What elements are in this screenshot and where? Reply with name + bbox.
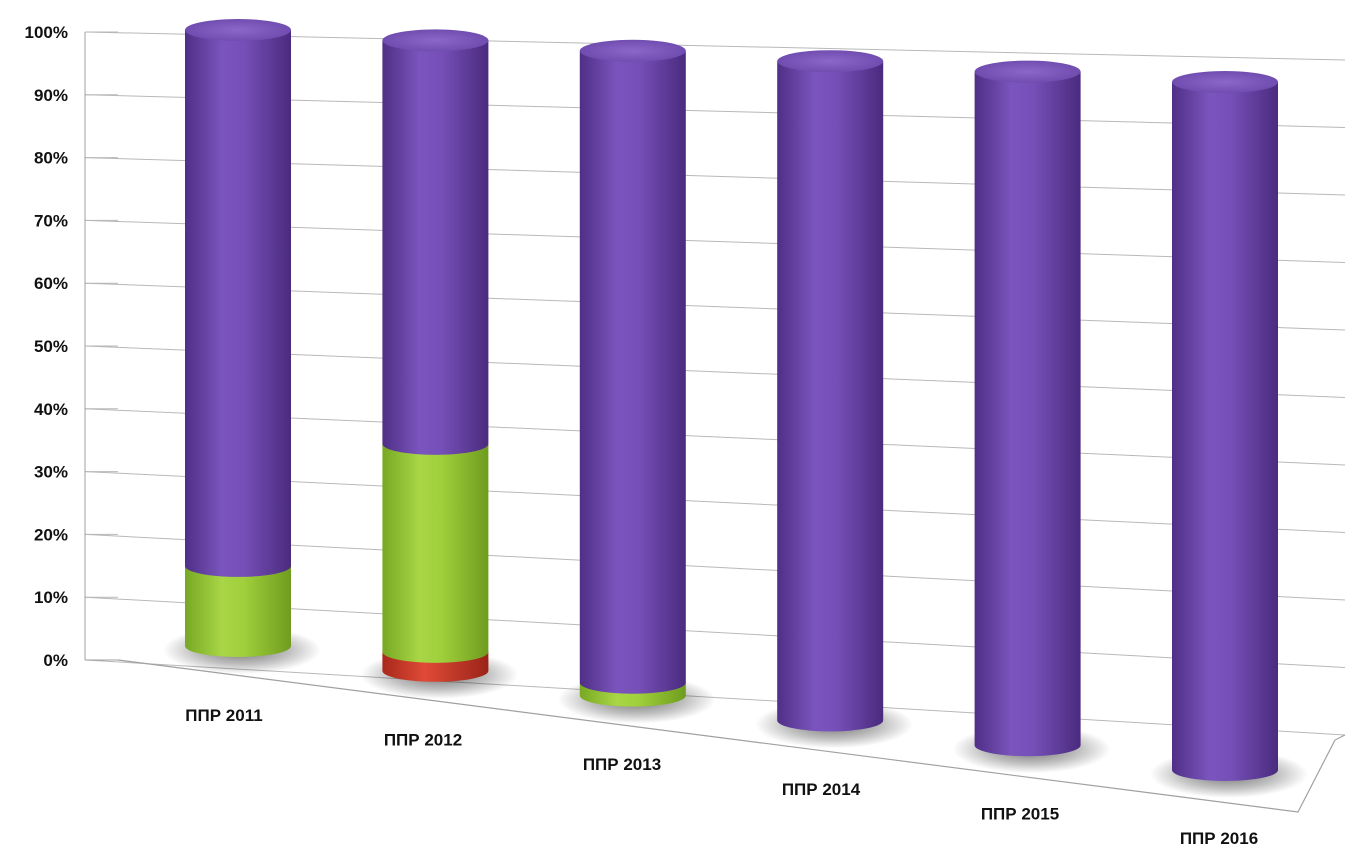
y-tick-label: 50%: [34, 337, 68, 356]
gridline: [84, 345, 1346, 398]
x-category-label: ППР 2011: [185, 706, 262, 725]
bar-segment: [382, 40, 489, 455]
y-tick-label: 80%: [34, 149, 68, 168]
bar-top-cap: [1172, 71, 1278, 93]
floor-edge: [117, 659, 1336, 813]
gridlines: [84, 31, 1346, 736]
gridline: [84, 282, 1346, 331]
bars: [163, 19, 1308, 798]
x-category-label: ППР 2015: [981, 804, 1059, 823]
gridline: [84, 471, 1346, 533]
bar-segment: [579, 50, 686, 694]
bar-segment: [974, 71, 1081, 757]
bar-segment: [382, 443, 489, 663]
bar-top-cap: [974, 60, 1081, 83]
gridline: [84, 31, 1346, 61]
bar-top-cap: [185, 19, 291, 41]
y-tick-label: 30%: [34, 463, 68, 482]
y-tick-label: 20%: [34, 525, 68, 544]
y-tick-label: 10%: [34, 588, 68, 607]
y-tick-label: 40%: [34, 400, 68, 419]
gridline: [84, 219, 1346, 263]
gridline: [84, 157, 1346, 196]
gridline: [84, 94, 1346, 128]
x-category-label: ППР 2016: [1180, 829, 1258, 848]
x-axis-category-labels: ППР 2011 ППР 2012 ППР 2013 ППР 2014 ППР 2015…: [185, 706, 1258, 848]
bar-segment: [777, 61, 884, 732]
y-tick-label: 0%: [43, 651, 68, 670]
y-tick-label: 90%: [34, 86, 68, 105]
axes: [84, 32, 1346, 813]
y-tick-label: 70%: [34, 211, 68, 230]
x-category-label: ППР 2014: [782, 780, 861, 799]
cylinder-bar: [163, 19, 321, 674]
x-category-label: ППР 2012: [384, 731, 462, 750]
gridline: [84, 533, 1346, 601]
gridline: [84, 408, 1346, 466]
gridline: [84, 596, 1346, 668]
bar-segment: [185, 30, 291, 577]
bar-segment: [185, 565, 291, 657]
bar-segment: [1172, 82, 1278, 781]
bar-top-cap: [777, 50, 884, 73]
bar-top-cap: [579, 39, 686, 62]
y-tick-label: 100%: [25, 23, 68, 42]
cylinder-bar: [952, 60, 1111, 774]
y-axis-tick-labels: 0% 10% 20% 30% 40% 50% 60% 70% 80% 90% 100%: [25, 23, 68, 670]
y-tick-label: 60%: [34, 274, 68, 293]
bar-top-cap: [382, 29, 489, 52]
floor-edge: [1334, 734, 1346, 741]
cylinder-bar: [557, 39, 716, 724]
cylinder-bar: [755, 50, 914, 749]
cylinder-bar: [360, 29, 519, 699]
cylinder-bar: [1150, 71, 1308, 798]
x-category-label: ППР 2013: [583, 755, 661, 774]
